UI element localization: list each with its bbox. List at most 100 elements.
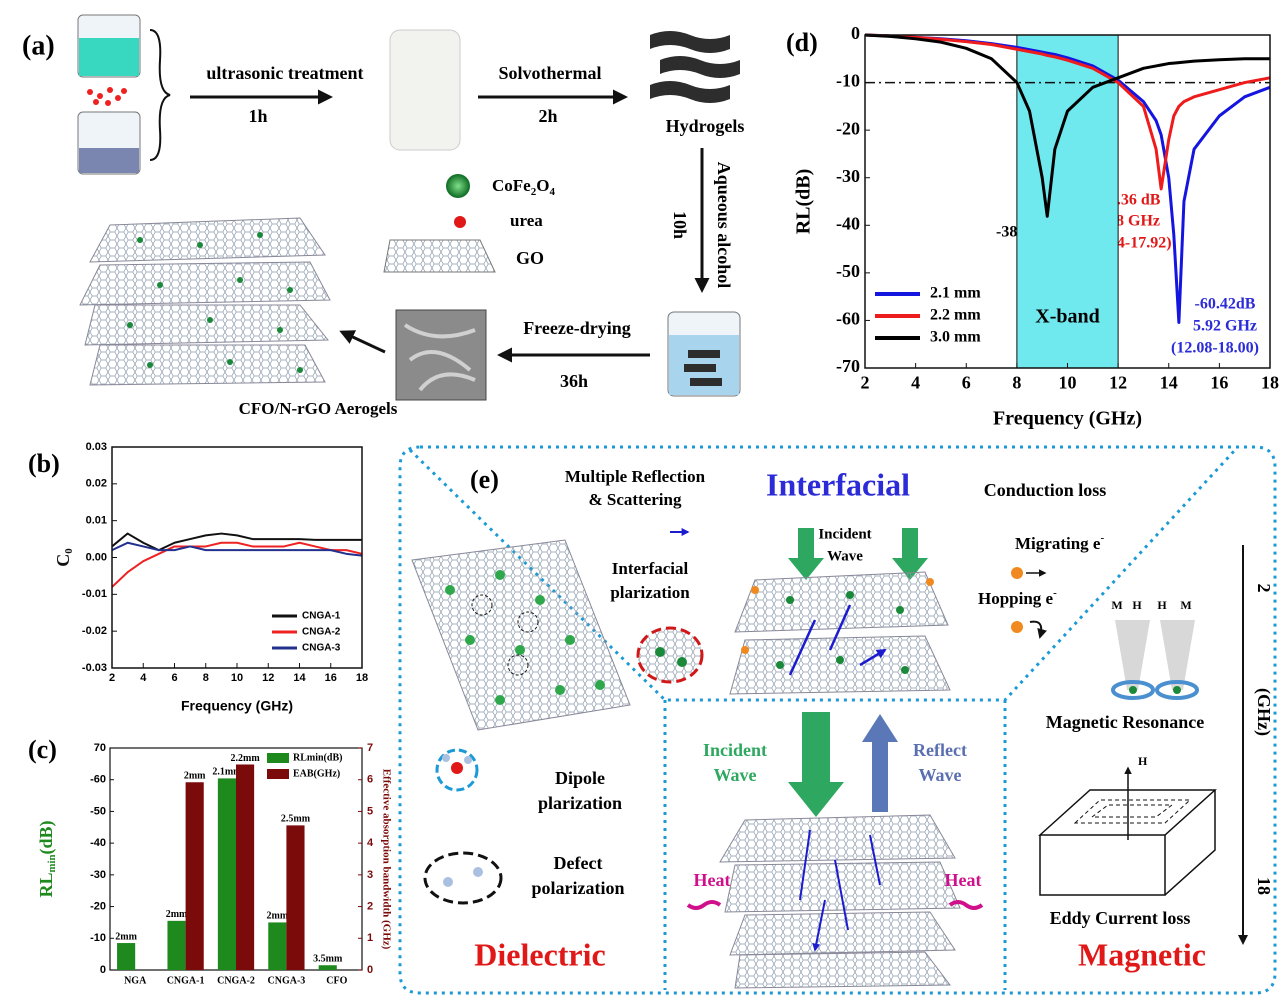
eddy-icon <box>1038 766 1217 896</box>
interfacial-sheets-part-part <box>836 656 844 664</box>
aerogel-stack-part <box>89 217 326 263</box>
aerogel-stack-part-part <box>197 242 203 248</box>
beakers-part-part <box>87 89 93 95</box>
defect-icon <box>423 851 503 905</box>
dielectric-sheet-part-part <box>495 695 505 705</box>
mechanism-label: Multiple Reflection <box>565 467 706 486</box>
resonance-icon-part <box>1115 620 1195 690</box>
legend-label: 2.2 mm <box>930 307 981 324</box>
aerogel-stack-part-part <box>287 287 293 293</box>
aerogel-stack-part-part <box>127 322 133 328</box>
y2-tick-label: 3 <box>367 869 373 881</box>
defect-icon-part <box>443 877 453 887</box>
resonance-icon <box>1111 620 1199 700</box>
legend-label: CoFe2O4 <box>492 176 555 198</box>
y-axis-label: C0 <box>53 548 75 566</box>
aerogel-stack-part-part <box>237 277 243 283</box>
polarization-ring-part <box>655 647 665 657</box>
x-tick-label: NGA <box>124 975 147 986</box>
bar <box>185 782 204 970</box>
bar <box>268 922 287 970</box>
cfo-sphere <box>446 174 470 198</box>
legend-label: EAB(GHz) <box>293 768 340 779</box>
wave-label: Incident <box>703 740 767 760</box>
step-label: Freeze-drying <box>523 318 631 338</box>
bar-label: 2mm <box>266 911 288 922</box>
y-tick-label: -0.01 <box>82 588 107 600</box>
product-label: CFO/N-rGO Aerogels <box>239 399 398 418</box>
wave-label: Incident <box>818 526 871 542</box>
text-sup: - <box>1100 532 1104 544</box>
bar-label: 2mm <box>166 909 188 920</box>
y-tick-label: -50 <box>836 261 860 281</box>
x-tick-label: CNGA-2 <box>217 975 255 986</box>
dielectric-sheet-part-part <box>595 680 605 690</box>
mechanism-label: Migrating e- <box>1015 532 1104 553</box>
time-label: 36h <box>560 371 588 391</box>
y-tick-label: -30 <box>836 166 860 186</box>
panel-e: (e) Multiple Reflection & Scattering Int… <box>398 445 1277 995</box>
aerogel-stack-part <box>84 304 330 346</box>
dielectric-sheet <box>411 539 631 731</box>
step-label: Aqueous alcohol <box>714 162 734 289</box>
hydrogel-icon <box>650 31 740 103</box>
aerogel-stack-part <box>89 344 326 386</box>
moment-label: M <box>1111 598 1122 612</box>
beakers-part-part <box>97 93 103 99</box>
x-axis-label: Frequency (GHz) <box>181 698 293 714</box>
x-tick-label: 10 <box>1059 372 1077 392</box>
beakers-part-part <box>115 95 121 101</box>
dielectric-sheet-part-part <box>507 654 529 676</box>
hydrogel-icon-part <box>650 31 730 53</box>
text-part: Migrating e <box>1015 534 1101 553</box>
y2-tick-label: 2 <box>367 900 373 912</box>
absorber-stack-part <box>719 814 956 863</box>
legend-label: urea <box>510 211 543 230</box>
panel-label: (d) <box>786 28 818 57</box>
time-label: 2h <box>538 106 557 126</box>
mechanism-label: Magnetic Resonance <box>1046 712 1204 732</box>
electron <box>1011 621 1023 633</box>
bar <box>167 920 186 970</box>
dielectric-sheet-part <box>411 539 631 731</box>
x-tick-label: 12 <box>1109 372 1127 392</box>
y2-tick-label: 1 <box>367 932 373 944</box>
x-tick-label: CFO <box>326 975 347 986</box>
field-label: H <box>1138 754 1148 768</box>
sem-texture <box>403 323 476 392</box>
dielectric-sheet-part-part <box>471 594 493 616</box>
x-tick-label: 4 <box>140 672 147 684</box>
series-line <box>864 33 1270 218</box>
incident-arrow <box>788 712 844 817</box>
panel-a: (a) ultrasonic treatment 1h Solvothermal… <box>22 14 745 418</box>
text-part: Hopping e <box>978 589 1054 608</box>
x-axis-label: Frequency (GHz) <box>993 408 1142 430</box>
beakers-part <box>149 29 171 161</box>
product-label: Hydrogels <box>666 116 745 136</box>
text-sub: 2 <box>531 186 537 198</box>
beaker-gel-part <box>684 350 722 386</box>
panel-label: (a) <box>22 30 55 61</box>
bar-label: 2.2mm <box>230 753 260 764</box>
y-tick-label: 0.02 <box>86 478 107 490</box>
x-tick-label: 18 <box>1261 372 1279 392</box>
legend-swatch <box>267 753 289 763</box>
dielectric-sheet-part-part <box>535 595 545 605</box>
heat-label: Heat <box>945 870 982 890</box>
resonance-icon-part <box>1173 686 1181 694</box>
y-tick-label: -60 <box>90 774 106 786</box>
interfacial-sheets <box>729 571 951 695</box>
x-tick-label: 14 <box>293 672 306 684</box>
polarization-ring-part <box>636 626 704 684</box>
aerogel-stack-part-part <box>157 282 163 288</box>
beaker-gel <box>667 311 741 397</box>
series-line <box>111 541 363 588</box>
y-tick-label: -10 <box>836 71 860 91</box>
panel-label: (b) <box>28 449 60 478</box>
y-tick-label: 0 <box>851 23 860 43</box>
annotation: 5.92 GHz <box>1193 318 1257 335</box>
y-tick-label: -70 <box>836 356 860 376</box>
legend-swatch <box>267 769 289 779</box>
y2-tick-label: 5 <box>367 805 373 817</box>
interfacial-sheets-part-part <box>846 591 854 599</box>
